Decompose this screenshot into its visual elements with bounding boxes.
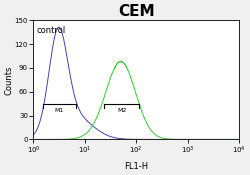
Y-axis label: Counts: Counts xyxy=(4,65,13,95)
Title: CEM: CEM xyxy=(118,4,154,19)
Text: M1: M1 xyxy=(54,108,64,113)
Text: M2: M2 xyxy=(117,108,126,113)
Text: control: control xyxy=(36,26,65,35)
X-axis label: FL1-H: FL1-H xyxy=(124,162,148,171)
